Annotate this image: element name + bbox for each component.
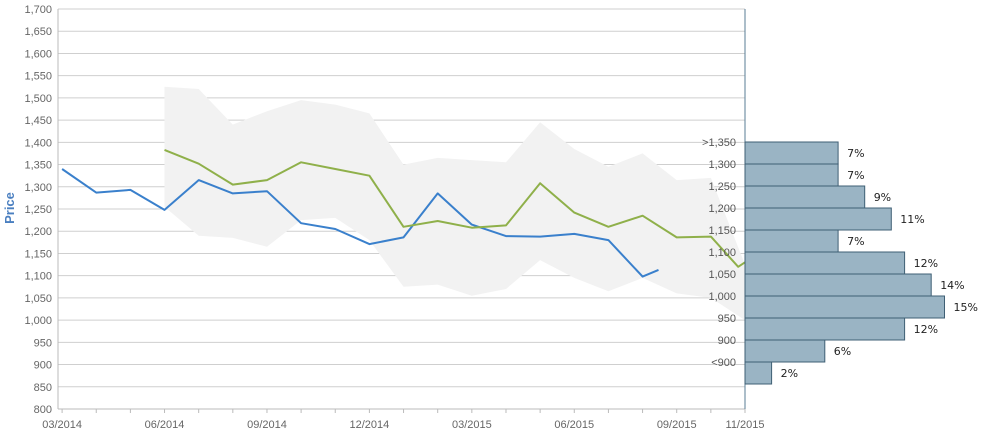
x-tick-label: 09/2015	[657, 419, 697, 431]
y-tick-label: 1,100	[24, 271, 52, 283]
y-tick-label: 800	[34, 404, 52, 416]
x-tick-label: 03/2014	[42, 419, 82, 431]
y-tick-label: 1,300	[24, 182, 52, 194]
y-tick-label: 1,050	[24, 293, 52, 305]
y-tick-label: 850	[34, 382, 52, 394]
histogram-value-label: 11%	[900, 213, 924, 226]
histogram-category-label: 1,050	[708, 269, 736, 281]
y-tick-label: 1,550	[24, 71, 52, 83]
range-band-area	[164, 86, 745, 321]
histogram-value-label: 7%	[847, 235, 864, 248]
histogram-bar	[744, 141, 839, 165]
y-tick-label: 950	[34, 337, 52, 349]
y-tick-label: 1,250	[24, 204, 52, 216]
histogram: >1,350 7% 1,300 7% 1,250 9% 1,200 11% 1,150 7% 1,1…	[702, 137, 978, 385]
histogram-bar	[744, 185, 866, 209]
y-tick-label: 1,000	[24, 315, 52, 327]
histogram-category-label: 1,300	[708, 159, 736, 171]
histogram-value-label: 15%	[954, 301, 978, 314]
price-range-band	[164, 86, 745, 321]
y-tick-label: 1,350	[24, 160, 52, 172]
histogram-bar	[744, 251, 906, 275]
y-tick-label: 1,650	[24, 26, 52, 38]
histogram-category-label: 950	[718, 313, 736, 325]
y-tick-label: 1,700	[24, 4, 52, 16]
histogram-bar	[744, 317, 906, 341]
histogram-category-label: >1,350	[702, 137, 736, 149]
histogram-category-label: 1,100	[708, 247, 736, 259]
series-line-blue	[61, 168, 659, 278]
y-tick-label: 1,600	[24, 48, 52, 60]
y-tick-label: 1,150	[24, 248, 52, 260]
series-lines	[61, 148, 746, 278]
histogram-bar	[744, 229, 839, 253]
x-tick-label: 03/2015	[452, 419, 492, 431]
histogram-value-label: 2%	[781, 367, 798, 380]
histogram-category-label: 1,000	[708, 291, 736, 303]
x-tick-label: 09/2014	[247, 419, 287, 431]
histogram-bar	[744, 295, 945, 319]
x-tick-label: 06/2014	[145, 419, 185, 431]
histogram-value-label: 12%	[914, 323, 938, 336]
histogram-value-label: 9%	[874, 191, 891, 204]
histogram-category-label: 1,250	[708, 181, 736, 193]
y-tick-label: 1,200	[24, 226, 52, 238]
histogram-value-label: 14%	[940, 279, 964, 292]
histogram-bar	[744, 273, 932, 297]
y-tick-label: 1,500	[24, 93, 52, 105]
x-tick-label: 12/2014	[350, 419, 390, 431]
histogram-bar	[744, 361, 773, 385]
x-tick-label: 11/2015	[726, 419, 765, 431]
histogram-bar	[744, 339, 826, 363]
x-tick-label: 06/2015	[554, 419, 594, 431]
histogram-category-label: 900	[718, 335, 736, 347]
histogram-category-label: 1,200	[708, 203, 736, 215]
histogram-category-label: 1,150	[708, 225, 736, 237]
y-tick-label: 900	[34, 360, 52, 372]
histogram-value-label: 7%	[847, 147, 864, 160]
histogram-value-label: 12%	[914, 257, 938, 270]
axes: 800 850 900 950 1,000 1,050 1,100 1,150 1,200 1,2…	[24, 4, 764, 431]
histogram-bar	[744, 163, 839, 187]
series-line-green	[164, 148, 746, 268]
histogram-bar	[744, 207, 892, 231]
histogram-value-label: 6%	[834, 345, 851, 358]
y-axis-label: Price	[2, 192, 17, 224]
histogram-value-label: 7%	[847, 169, 864, 182]
y-tick-label: 1,450	[24, 115, 52, 127]
y-tick-label: 1,400	[24, 137, 52, 149]
histogram-category-label: <900	[711, 357, 736, 369]
